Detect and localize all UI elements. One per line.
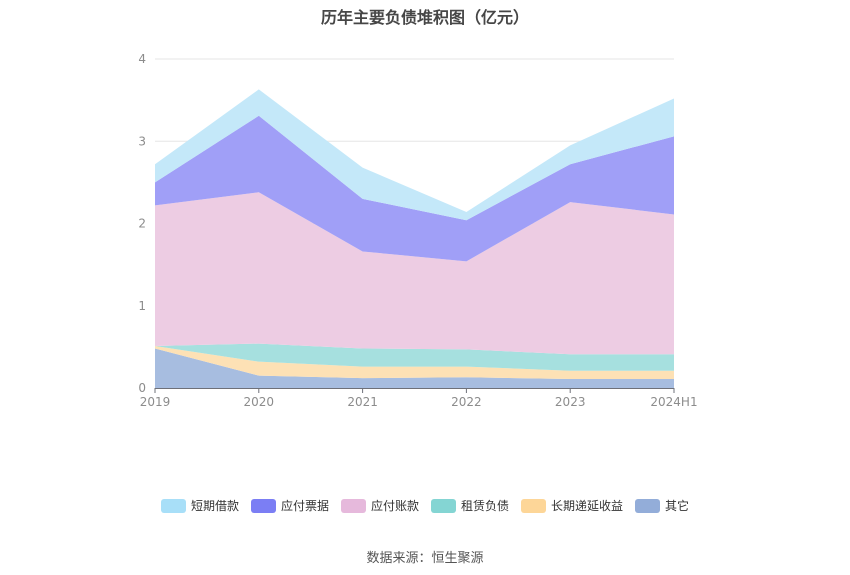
- area-短期借款: [155, 89, 674, 221]
- y-tick-label: 0: [138, 381, 146, 395]
- legend-label: 应付账款: [370, 499, 419, 513]
- legend-swatch: [521, 498, 547, 513]
- x-tick-label: 2024H1: [650, 395, 697, 409]
- axes: 0 1 2 3 4 2019 2020 2021 2022 2023 2024H1: [138, 52, 697, 409]
- area-应付账款: [155, 192, 674, 355]
- legend-label: 长期递延收益: [551, 499, 624, 513]
- area-应付票据: [155, 115, 674, 262]
- x-tick-label: 2019: [140, 395, 171, 409]
- legend-swatch: [160, 498, 186, 513]
- area-series: [155, 89, 674, 388]
- area-长期递延收益: [155, 346, 674, 379]
- legend-label: 租赁负债: [461, 499, 510, 513]
- legend-item[interactable]: 应付账款: [340, 497, 419, 514]
- y-tick-label: 4: [138, 52, 146, 66]
- area-租赁负债: [155, 343, 674, 371]
- x-tick-label: 2023: [555, 395, 586, 409]
- legend-label: 短期借款: [190, 499, 239, 513]
- x-tick-label: 2020: [244, 395, 275, 409]
- y-tick-label: 3: [138, 134, 146, 148]
- chart-title: 历年主要负债堆积图（亿元）: [320, 8, 529, 27]
- legend-item[interactable]: 长期递延收益: [521, 497, 623, 514]
- x-tick-label: 2022: [451, 395, 482, 409]
- legend-swatch: [340, 498, 366, 513]
- y-tick-label: 2: [138, 217, 146, 231]
- legend-swatch: [431, 498, 456, 513]
- legend: 短期借款 应付票据 应付账款 租赁负债 长期递延收益 其它: [0, 497, 850, 514]
- source-note: 数据来源：恒生聚源: [366, 551, 484, 566]
- legend-swatch: [635, 498, 661, 513]
- legend-item[interactable]: 租赁负债: [431, 497, 509, 514]
- legend-label: 应付票据: [280, 499, 329, 513]
- legend-item[interactable]: 其它: [635, 497, 689, 514]
- x-tick-label: 2021: [347, 395, 378, 409]
- legend-item[interactable]: 应付票据: [250, 497, 329, 514]
- legend-swatch: [250, 498, 276, 513]
- area-其它: [155, 348, 674, 388]
- legend-item[interactable]: 短期借款: [160, 497, 239, 514]
- legend-label: 其它: [665, 499, 690, 513]
- stacked-area-chart: 0 1 2 3 4 2019 2020 2021 2022 2023 2024H1: [138, 52, 697, 409]
- y-tick-label: 1: [138, 299, 146, 313]
